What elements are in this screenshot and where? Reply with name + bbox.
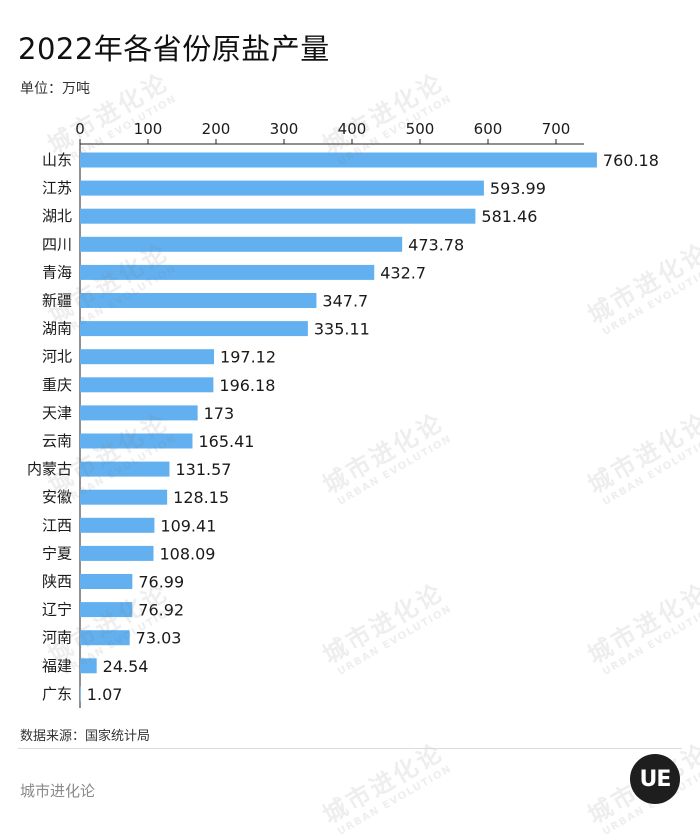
- x-tick-label: 500: [406, 120, 435, 138]
- value-label: 108.09: [160, 544, 216, 563]
- value-label: 760.18: [603, 151, 659, 170]
- category-label: 重庆: [42, 376, 72, 394]
- bar: [80, 658, 97, 674]
- source-note: 数据来源：国家统计局: [20, 729, 151, 744]
- brand-logo: UE: [630, 754, 680, 804]
- bar: [80, 208, 476, 224]
- value-label: 347.7: [322, 292, 368, 311]
- x-tick-label: 300: [270, 120, 299, 138]
- value-label: 473.78: [408, 235, 464, 254]
- bar: [80, 489, 168, 505]
- category-label: 江苏: [42, 179, 72, 197]
- x-tick-label: 400: [338, 120, 367, 138]
- category-label: 湖北: [42, 207, 72, 225]
- value-label: 73.03: [136, 629, 182, 648]
- bar: [80, 264, 375, 280]
- bar: [80, 517, 155, 533]
- bar: [80, 602, 133, 618]
- x-axis: 0 100 200 300 400 500 600 700: [75, 120, 584, 708]
- value-label: 173: [204, 404, 235, 423]
- value-label: 24.54: [103, 657, 149, 676]
- value-label: 197.12: [220, 348, 276, 367]
- bar: [80, 377, 214, 393]
- bar: [80, 461, 170, 477]
- x-tick-label: 700: [542, 120, 571, 138]
- bar: [80, 630, 130, 646]
- value-label: 165.41: [198, 432, 254, 451]
- bar: [80, 236, 403, 252]
- bar: [80, 349, 215, 365]
- category-label: 辽宁: [42, 601, 72, 619]
- value-label: 335.11: [314, 320, 370, 339]
- bar: [80, 545, 154, 561]
- bar-chart: 0 100 200 300 400 500 600 700 山东江苏湖北四川青海新疆湖南河北重…: [27, 120, 659, 708]
- bar: [80, 293, 317, 308]
- category-label: 天津: [42, 404, 72, 422]
- value-label: 128.15: [173, 488, 229, 507]
- category-label: 陕西: [42, 573, 72, 591]
- category-label: 江西: [42, 516, 72, 534]
- bar: [80, 574, 133, 589]
- divider: [18, 748, 682, 749]
- category-label: 山东: [42, 151, 72, 169]
- bar: [80, 686, 81, 702]
- category-label: 四川: [42, 235, 72, 253]
- bar: [80, 433, 193, 449]
- category-label: 青海: [42, 263, 72, 281]
- category-label: 河南: [42, 629, 72, 647]
- category-label: 云南: [42, 432, 72, 450]
- category-label: 内蒙古: [27, 460, 72, 478]
- category-label: 宁夏: [42, 544, 72, 562]
- value-labels: 760.18 593.99 581.46 473.78 432.7 347.7 335.11…: [87, 151, 659, 704]
- category-label: 安徽: [42, 488, 72, 506]
- category-label: 广东: [42, 685, 72, 703]
- category-label: 新疆: [42, 292, 72, 310]
- category-labels: 山东江苏湖北四川青海新疆湖南河北重庆天津云南内蒙古安徽江西宁夏陕西辽宁河南福建广…: [27, 151, 72, 703]
- value-label: 131.57: [175, 460, 231, 479]
- brand-name: 城市进化论: [20, 782, 96, 800]
- x-tick-label: 600: [474, 120, 503, 138]
- value-label: 196.18: [219, 376, 275, 395]
- value-label: 593.99: [490, 179, 546, 198]
- value-label: 109.41: [160, 516, 216, 535]
- bar: [80, 321, 308, 337]
- chart-title: 2022年各省份原盐产量: [18, 32, 330, 66]
- x-tick-label: 200: [202, 120, 231, 138]
- x-tick-label: 100: [134, 120, 163, 138]
- bar: [80, 405, 198, 421]
- value-label: 1.07: [87, 685, 123, 704]
- value-label: 76.92: [138, 601, 184, 620]
- category-label: 河北: [42, 348, 72, 366]
- bar: [80, 152, 597, 168]
- value-label: 432.7: [380, 263, 426, 282]
- unit-label: 单位：万吨: [20, 81, 90, 97]
- bar: [80, 180, 484, 196]
- category-label: 福建: [42, 657, 72, 675]
- logo-text: UE: [639, 766, 672, 792]
- value-label: 76.99: [138, 573, 184, 592]
- category-label: 湖南: [42, 320, 72, 338]
- bars: [80, 152, 597, 702]
- value-label: 581.46: [481, 207, 537, 226]
- x-tick-label: 0: [75, 120, 85, 138]
